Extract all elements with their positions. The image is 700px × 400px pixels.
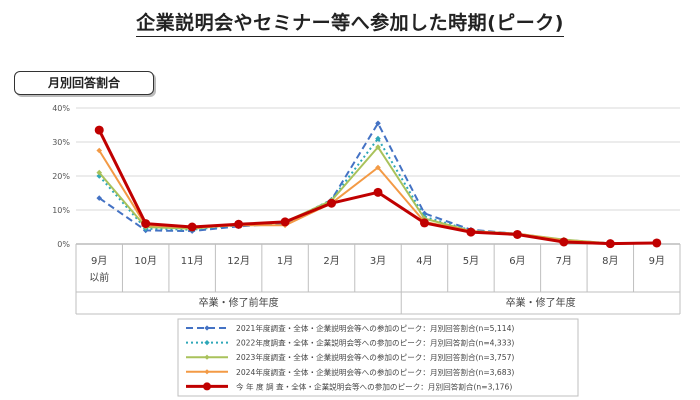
series-line bbox=[98, 149, 657, 245]
x-tick-label: 以前 bbox=[89, 271, 109, 284]
legend-label: 2024年度調査・全体・企業説明会等への参加のピーク：月別回答割合(n=3,68… bbox=[236, 367, 514, 377]
data-point bbox=[605, 239, 615, 249]
data-point bbox=[280, 217, 290, 227]
x-tick-label: 6月 bbox=[509, 255, 525, 267]
x-tick-label: 5月 bbox=[463, 255, 479, 267]
page-title-text: 企業説明会やセミナー等へ参加した時期(ピーク) bbox=[136, 12, 564, 37]
data-point bbox=[96, 147, 103, 154]
legend-marker bbox=[204, 340, 210, 346]
data-point bbox=[234, 219, 244, 229]
data-point bbox=[559, 237, 569, 247]
page-title: 企業説明会やセミナー等へ参加した時期(ピーク) bbox=[0, 8, 700, 37]
data-point bbox=[375, 135, 381, 142]
legend-label: 2022年度調査・全体・企業説明会等への参加のピーク：月別回答割合(n=4,33… bbox=[236, 338, 514, 348]
data-point bbox=[421, 210, 428, 217]
y-tick-label: 40% bbox=[52, 104, 70, 113]
x-tick-label: 8月 bbox=[602, 255, 618, 267]
x-tick-label: 7月 bbox=[556, 255, 572, 267]
x-tick-label: 10月 bbox=[134, 255, 157, 267]
legend-marker bbox=[203, 382, 211, 391]
legend-marker bbox=[204, 369, 210, 375]
data-point bbox=[466, 227, 476, 237]
data-point bbox=[141, 219, 151, 229]
data-point bbox=[327, 198, 337, 208]
data-point bbox=[375, 144, 381, 150]
legend-label: 2021年度調査・全体・企業説明会等への参加のピーク：月別回答割合(n=5,11… bbox=[236, 323, 514, 333]
data-point bbox=[375, 120, 381, 127]
data-point bbox=[187, 222, 197, 232]
data-point bbox=[419, 218, 429, 228]
y-tick-label: 30% bbox=[52, 138, 70, 147]
data-point bbox=[652, 238, 662, 248]
data-point bbox=[512, 229, 522, 239]
subtitle-badge: 月別回答割合 bbox=[14, 71, 154, 95]
legend-label: 今 年 度 調 査・全体・企業説明会等への参加のピーク：月別回答割合(n=3,1… bbox=[236, 381, 512, 391]
y-tick-label: 20% bbox=[52, 172, 70, 181]
legend-label: 2023年度調査・全体・企業説明会等への参加のピーク：月別回答割合(n=3,75… bbox=[236, 352, 514, 362]
legend-marker bbox=[204, 325, 210, 331]
y-tick-label: 10% bbox=[52, 206, 70, 215]
legend-box bbox=[177, 318, 579, 397]
x-group-label: 卒業・修了年度 bbox=[506, 296, 576, 309]
x-tick-label: 4月 bbox=[416, 255, 432, 267]
x-tick-label: 9月 bbox=[649, 255, 665, 267]
data-point bbox=[94, 125, 104, 135]
data-point bbox=[375, 164, 381, 171]
data-point bbox=[96, 195, 103, 201]
x-tick-label: 2月 bbox=[323, 255, 339, 267]
x-tick-label: 9月 bbox=[91, 255, 107, 267]
x-tick-label: 3月 bbox=[370, 255, 386, 267]
x-tick-label: 12月 bbox=[227, 255, 250, 267]
data-point bbox=[96, 169, 103, 176]
x-tick-label: 1月 bbox=[277, 255, 293, 267]
legend-marker bbox=[204, 354, 210, 360]
x-group-label: 卒業・修了前年度 bbox=[199, 296, 279, 309]
x-tick-label: 11月 bbox=[181, 255, 204, 267]
y-tick-label: 0% bbox=[57, 240, 70, 249]
data-point bbox=[373, 187, 383, 197]
